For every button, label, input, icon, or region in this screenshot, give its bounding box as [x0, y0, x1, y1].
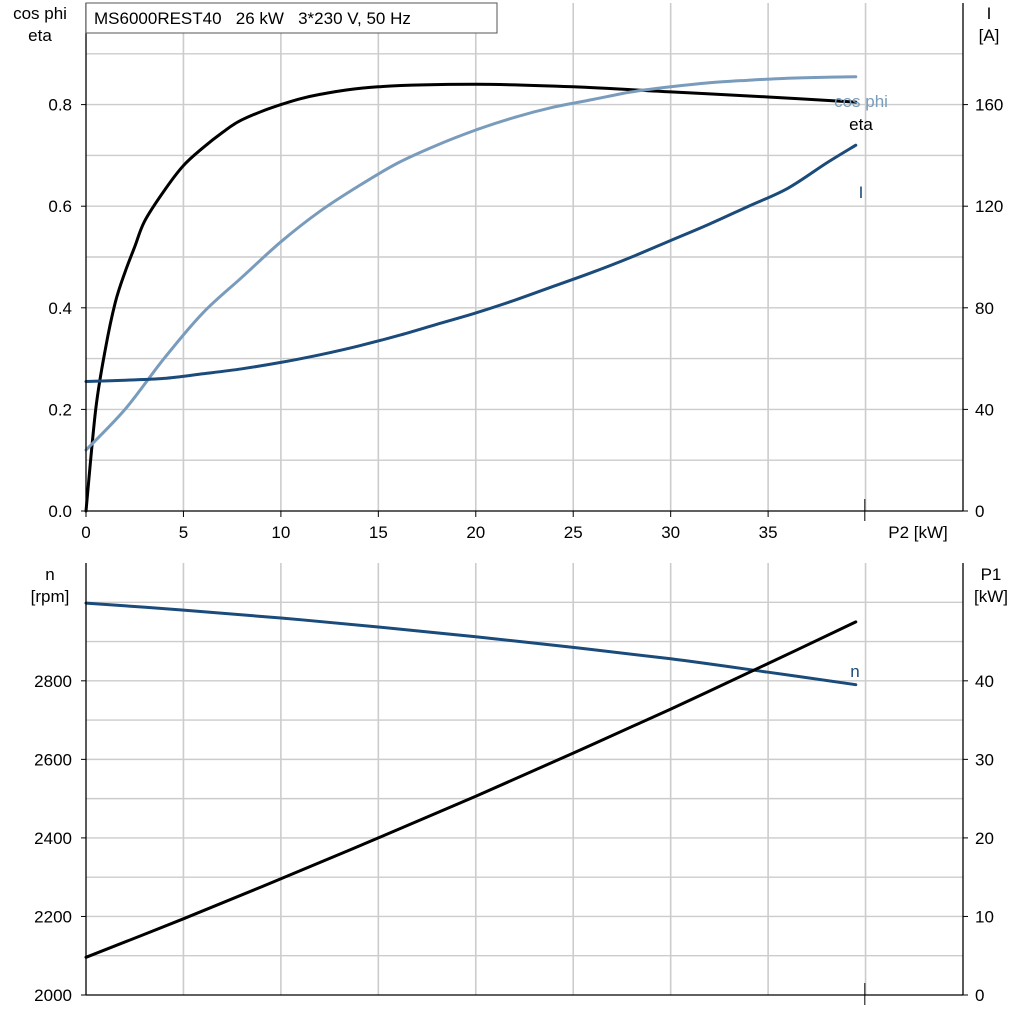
bot-series-series-1-line — [84, 620, 858, 959]
bottom-axes: 2000 2200 2400 2600 2800 0 10 20 30 40 — [34, 563, 994, 1005]
bottom-right-axis-label-line2: [kW] — [974, 587, 1008, 606]
top-right-tick-label: 80 — [975, 299, 994, 318]
bot-right-tick-label: 0 — [975, 986, 984, 1005]
chart-title-box: MS6000REST40 26 kW 3*230 V, 50 Hz — [85, 2, 498, 34]
bot-series-n-line — [84, 601, 858, 687]
top-right-axis-label-line2: [A] — [979, 26, 1000, 45]
x-tick-label: 0 — [81, 523, 90, 542]
bottom-right-axis-label-line1: P1 — [981, 565, 1002, 584]
top-series-cos-phi-line — [84, 75, 858, 452]
bottom-grid — [86, 563, 963, 995]
bot-left-tick-label: 2400 — [34, 829, 72, 848]
x-tick-label: 15 — [369, 523, 388, 542]
x-tick-label: 30 — [661, 523, 680, 542]
bot-plot-area — [86, 563, 963, 995]
top-right-tick-label: 120 — [975, 197, 1003, 216]
bot-left-tick-label: 2800 — [34, 672, 72, 691]
bot-right-tick-label: 40 — [975, 672, 994, 691]
top-right-tick-label: 0 — [975, 502, 984, 521]
bot-left-tick-label: 2000 — [34, 986, 72, 1005]
bot-series-n-label: n — [850, 662, 859, 681]
top-chart-panel: eta cos phi I 0.0 0.2 0.4 0.6 0.8 0 40 80 120 160 0 5… — [13, 2, 1003, 542]
bottom-series-group: n — [84, 601, 860, 959]
x-tick-label: 25 — [564, 523, 583, 542]
top-series-i-line — [84, 143, 858, 383]
top-series-group: eta cos phi I — [84, 75, 888, 513]
top-right-tick-label: 160 — [975, 96, 1003, 115]
x-tick-label: 20 — [466, 523, 485, 542]
top-series-cos-phi-label: cos phi — [834, 92, 888, 111]
top-right-axis-label-line1: I — [987, 4, 992, 23]
bot-right-tick-label: 30 — [975, 750, 994, 769]
top-right-tick-label: 40 — [975, 400, 994, 419]
top-left-tick-label: 0.2 — [48, 400, 72, 419]
top-left-tick-label: 0.6 — [48, 197, 72, 216]
top-axis-labels: cos phi eta I [A] P2 [kW] — [13, 4, 999, 542]
top-series-eta-label: eta — [849, 115, 873, 134]
x-tick-label: 10 — [271, 523, 290, 542]
bot-left-tick-label: 2600 — [34, 750, 72, 769]
top-series-i-label: I — [859, 183, 864, 202]
top-axes: 0.0 0.2 0.4 0.6 0.8 0 40 80 120 160 0 5 10 15 20 25 30 35 — [48, 3, 1003, 542]
top-left-tick-label: 0.4 — [48, 299, 72, 318]
bot-right-tick-label: 10 — [975, 907, 994, 926]
bottom-axis-labels: n [rpm] P1 [kW] — [31, 565, 1008, 606]
top-left-axis-label-line1: cos phi — [13, 4, 67, 23]
top-left-tick-label: 0.8 — [48, 96, 72, 115]
bot-left-tick-label: 2200 — [34, 907, 72, 926]
x-tick-label: 5 — [179, 523, 188, 542]
bottom-left-axis-label-line1: n — [45, 565, 54, 584]
top-series-eta-line — [84, 82, 858, 513]
top-left-axis-label-line2: eta — [28, 26, 52, 45]
x-tick-label: 35 — [759, 523, 778, 542]
chart-title: MS6000REST40 26 kW 3*230 V, 50 Hz — [94, 9, 411, 28]
bot-right-tick-label: 20 — [975, 829, 994, 848]
bottom-chart-panel: n 2000 2200 2400 2600 2800 0 10 20 30 40 n [rpm] … — [31, 563, 1008, 1005]
top-grid — [86, 3, 963, 511]
top-left-tick-label: 0.0 — [48, 502, 72, 521]
bottom-left-axis-label-line2: [rpm] — [31, 587, 70, 606]
x-axis-label: P2 [kW] — [888, 523, 948, 542]
